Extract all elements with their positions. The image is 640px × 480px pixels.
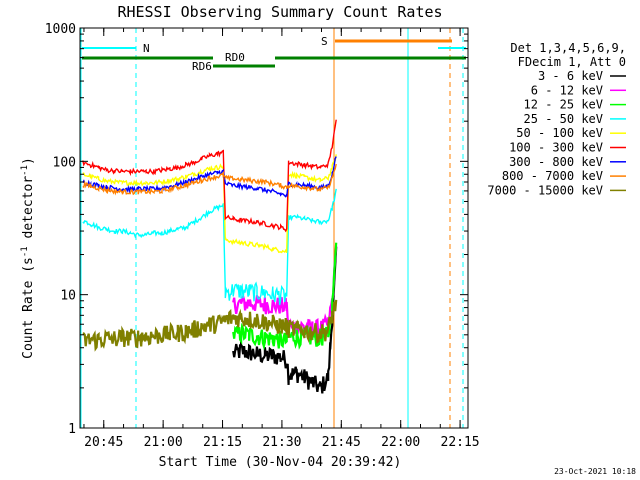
series-line-8 (82, 299, 338, 352)
legend-header-line-1: Det 1,3,4,5,6,9, (510, 41, 626, 55)
flag-label-rd0: RD0 (225, 51, 245, 64)
plot-frame (79, 27, 469, 429)
flag-label-rd6: RD6 (192, 60, 212, 73)
legend-label: 12 - 25 keV (524, 98, 603, 112)
x-tick-label: 21:45 (322, 435, 361, 450)
legend-label: 100 - 300 keV (509, 141, 603, 155)
x-tick-label: 21:00 (144, 435, 183, 450)
series-line-4 (82, 154, 337, 254)
legend-label: 7000 - 15000 keV (487, 183, 603, 197)
legend-label: 3 - 6 keV (538, 69, 603, 83)
x-axis-label: Start Time (30-Nov-04 20:39:42) (159, 455, 402, 470)
legend-label: 6 - 12 keV (531, 83, 603, 97)
y-axis-label: Count Rate (s-1 detector-1) (20, 157, 36, 359)
chart-title: RHESSI Observing Summary Count Rates (117, 3, 442, 21)
timestamp: 23-Oct-2021 10:18 (554, 467, 636, 476)
series-layer (82, 119, 338, 394)
legend-label: 300 - 800 keV (509, 155, 603, 169)
y-tick-label: 1 (68, 422, 76, 437)
y-tick-label: 1000 (45, 22, 76, 37)
series-line-3 (82, 188, 337, 306)
x-tick-label: 21:30 (262, 435, 301, 450)
y-tick-label: 100 (53, 155, 76, 170)
legend-label: 800 - 7000 keV (502, 169, 603, 183)
x-tick-label: 22:00 (381, 435, 420, 450)
series-line-0 (232, 246, 338, 394)
series-line-5 (82, 119, 337, 233)
x-tick-label: 22:15 (441, 435, 480, 450)
series-line-7 (82, 163, 337, 196)
legend-header-line-2: FDecim 1, Att 0 (518, 55, 626, 69)
x-tick-label: 20:45 (84, 435, 123, 450)
x-tick-label: 21:15 (203, 435, 242, 450)
y-tick-label: 10 (60, 289, 76, 304)
legend-label: 50 - 100 keV (516, 126, 603, 140)
flag-label-s: S (321, 35, 328, 48)
flag-label-n: N (143, 42, 150, 55)
axes (79, 27, 469, 429)
legend-label: 25 - 50 keV (524, 112, 603, 126)
observing-flags (80, 28, 466, 428)
